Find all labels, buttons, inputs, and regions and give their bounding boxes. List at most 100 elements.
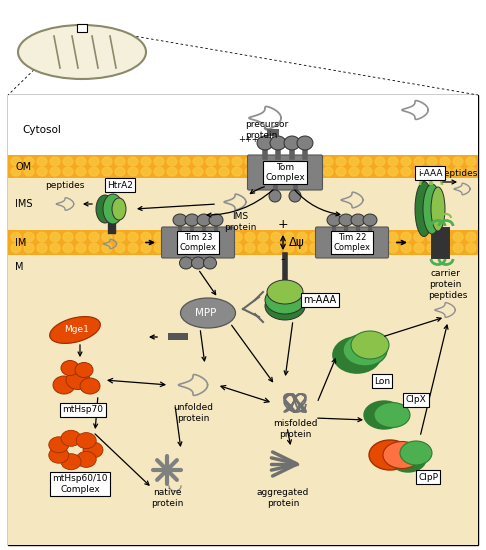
Text: HtrA2: HtrA2	[107, 180, 133, 190]
Ellipse shape	[351, 331, 389, 359]
Ellipse shape	[76, 157, 86, 166]
Ellipse shape	[24, 167, 34, 176]
Text: peptides: peptides	[428, 290, 468, 300]
Ellipse shape	[24, 243, 34, 253]
Text: Cytosol: Cytosol	[22, 125, 61, 135]
Ellipse shape	[37, 243, 47, 253]
Ellipse shape	[414, 243, 424, 253]
Ellipse shape	[141, 232, 151, 242]
Ellipse shape	[167, 243, 177, 253]
Text: mtHsp70: mtHsp70	[63, 405, 104, 415]
Ellipse shape	[49, 447, 69, 463]
Text: misfolded
protein: misfolded protein	[273, 419, 317, 439]
Ellipse shape	[388, 232, 398, 242]
Ellipse shape	[401, 232, 411, 242]
Text: -: -	[281, 254, 285, 267]
Text: +: +	[278, 217, 288, 230]
Text: aggregated
protein: aggregated protein	[257, 488, 309, 508]
Ellipse shape	[37, 157, 47, 166]
Ellipse shape	[427, 157, 437, 166]
Ellipse shape	[103, 194, 123, 224]
Ellipse shape	[115, 157, 125, 166]
Ellipse shape	[180, 167, 190, 176]
Ellipse shape	[89, 232, 99, 242]
Ellipse shape	[258, 232, 268, 242]
Ellipse shape	[206, 232, 216, 242]
Text: +++: +++	[238, 135, 259, 145]
Ellipse shape	[154, 167, 164, 176]
Ellipse shape	[466, 157, 476, 166]
Ellipse shape	[245, 232, 255, 242]
Ellipse shape	[76, 167, 86, 176]
Ellipse shape	[173, 214, 187, 226]
Ellipse shape	[219, 243, 229, 253]
Ellipse shape	[50, 167, 60, 176]
Ellipse shape	[102, 243, 112, 253]
Ellipse shape	[297, 167, 307, 176]
Ellipse shape	[112, 198, 126, 220]
Ellipse shape	[128, 167, 138, 176]
Ellipse shape	[24, 232, 34, 242]
Ellipse shape	[115, 243, 125, 253]
Ellipse shape	[154, 232, 164, 242]
Ellipse shape	[297, 157, 307, 166]
Ellipse shape	[339, 214, 353, 226]
FancyBboxPatch shape	[247, 155, 323, 190]
Ellipse shape	[284, 136, 300, 150]
Ellipse shape	[390, 446, 426, 472]
Ellipse shape	[50, 317, 100, 343]
Ellipse shape	[206, 157, 216, 166]
Ellipse shape	[209, 214, 223, 226]
Ellipse shape	[375, 157, 385, 166]
FancyBboxPatch shape	[161, 227, 235, 258]
Ellipse shape	[440, 232, 450, 242]
Ellipse shape	[362, 243, 372, 253]
Ellipse shape	[270, 136, 286, 150]
Text: unfolded
protein: unfolded protein	[173, 403, 213, 423]
Ellipse shape	[63, 243, 73, 253]
Bar	[168, 333, 188, 340]
Ellipse shape	[115, 167, 125, 176]
Ellipse shape	[197, 214, 211, 226]
Ellipse shape	[76, 243, 86, 253]
Text: native
protein: native protein	[151, 488, 183, 508]
Ellipse shape	[453, 167, 463, 176]
Ellipse shape	[362, 232, 372, 242]
Ellipse shape	[63, 232, 73, 242]
Ellipse shape	[284, 232, 294, 242]
Ellipse shape	[180, 232, 190, 242]
FancyBboxPatch shape	[8, 95, 478, 545]
Ellipse shape	[401, 243, 411, 253]
Ellipse shape	[50, 243, 60, 253]
Ellipse shape	[37, 167, 47, 176]
Ellipse shape	[180, 243, 190, 253]
Ellipse shape	[297, 232, 307, 242]
Ellipse shape	[50, 232, 60, 242]
Bar	[8, 155, 478, 178]
Ellipse shape	[271, 157, 281, 166]
Bar	[8, 95, 478, 155]
Ellipse shape	[219, 157, 229, 166]
Text: Tom
Complex: Tom Complex	[265, 163, 305, 182]
Ellipse shape	[427, 167, 437, 176]
Ellipse shape	[297, 243, 307, 253]
Ellipse shape	[83, 442, 103, 458]
Ellipse shape	[271, 243, 281, 253]
Ellipse shape	[11, 167, 21, 176]
Ellipse shape	[206, 243, 216, 253]
Ellipse shape	[61, 430, 81, 446]
Ellipse shape	[415, 182, 433, 236]
Ellipse shape	[453, 243, 463, 253]
Ellipse shape	[466, 232, 476, 242]
Ellipse shape	[362, 167, 372, 176]
Ellipse shape	[333, 337, 381, 373]
Ellipse shape	[49, 437, 69, 453]
Text: IM: IM	[15, 238, 26, 248]
Text: Tim 22
Complex: Tim 22 Complex	[333, 233, 370, 252]
Ellipse shape	[271, 167, 281, 176]
Ellipse shape	[11, 232, 21, 242]
Ellipse shape	[388, 157, 398, 166]
Ellipse shape	[349, 243, 359, 253]
Ellipse shape	[75, 362, 93, 377]
Ellipse shape	[440, 167, 450, 176]
